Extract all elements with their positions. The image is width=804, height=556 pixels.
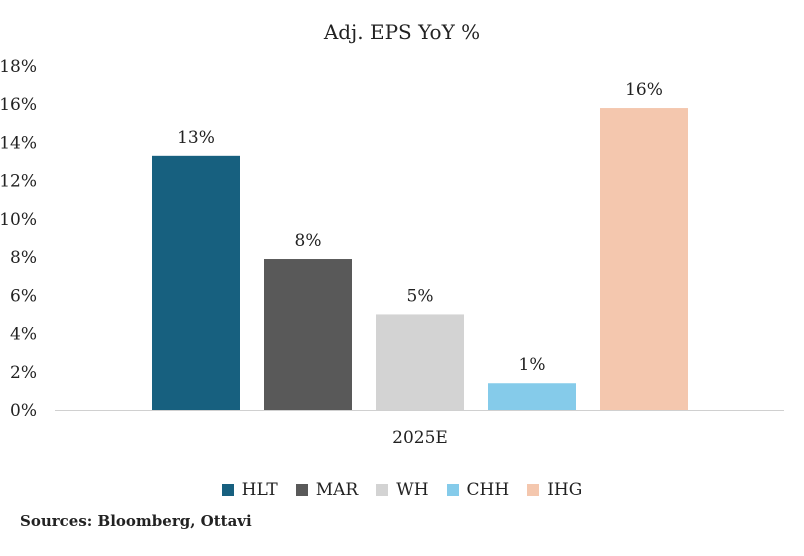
y-tick-label: 14% <box>0 133 37 153</box>
legend-swatch <box>527 484 540 496</box>
bar-chh <box>488 383 576 410</box>
legend-swatch <box>295 484 308 496</box>
data-label-ihg: 16% <box>625 80 663 100</box>
y-tick-label: 4% <box>10 325 37 345</box>
legend-item-mar: MAR <box>295 480 359 500</box>
legend-swatch <box>221 484 234 496</box>
legend-swatch <box>376 484 389 496</box>
y-axis-ticks: 0% 2% 4% 6% 8% 10% 12% 14% 16% 18% <box>0 57 37 421</box>
bar-ihg <box>600 108 688 411</box>
legend-item-ihg: IHG <box>527 480 582 500</box>
data-label-mar: 8% <box>295 231 322 251</box>
y-tick-label: 18% <box>0 57 37 77</box>
y-tick-label: 2% <box>10 363 37 383</box>
bar-wh <box>376 314 464 410</box>
legend-item-wh: WH <box>376 480 429 500</box>
y-tick-label: 6% <box>10 286 37 306</box>
y-tick-label: 12% <box>0 172 37 192</box>
chart-title: Adj. EPS YoY % <box>323 20 480 44</box>
source-note: Sources: Bloomberg, Ottavi <box>20 512 252 530</box>
legend-label: WH <box>396 480 429 500</box>
bar-chart: Adj. EPS YoY % 0% 2% 4% 6% 8% 10% 12% 14% 16% 18%… <box>0 20 784 448</box>
legend-item-hlt: HLT <box>221 480 278 500</box>
data-label-hlt: 13% <box>177 128 215 148</box>
bar-mar <box>264 259 352 410</box>
legend-item-chh: CHH <box>446 480 510 500</box>
legend-label: MAR <box>315 480 359 500</box>
bars: 13% 8% 5% 1% 16% <box>152 80 688 411</box>
legend: HLT MAR WH CHH IHG <box>0 480 804 500</box>
legend-label: HLT <box>241 480 278 500</box>
legend-label: IHG <box>547 480 583 500</box>
legend-label: CHH <box>466 480 510 500</box>
data-label-wh: 5% <box>407 286 434 306</box>
legend-swatch <box>446 484 459 496</box>
x-tick-label: 2025E <box>392 428 448 448</box>
data-label-chh: 1% <box>519 355 546 375</box>
y-tick-label: 0% <box>10 401 37 421</box>
y-tick-label: 8% <box>10 248 37 268</box>
bar-hlt <box>152 155 240 410</box>
y-tick-label: 10% <box>0 210 37 230</box>
y-tick-label: 16% <box>0 95 37 115</box>
